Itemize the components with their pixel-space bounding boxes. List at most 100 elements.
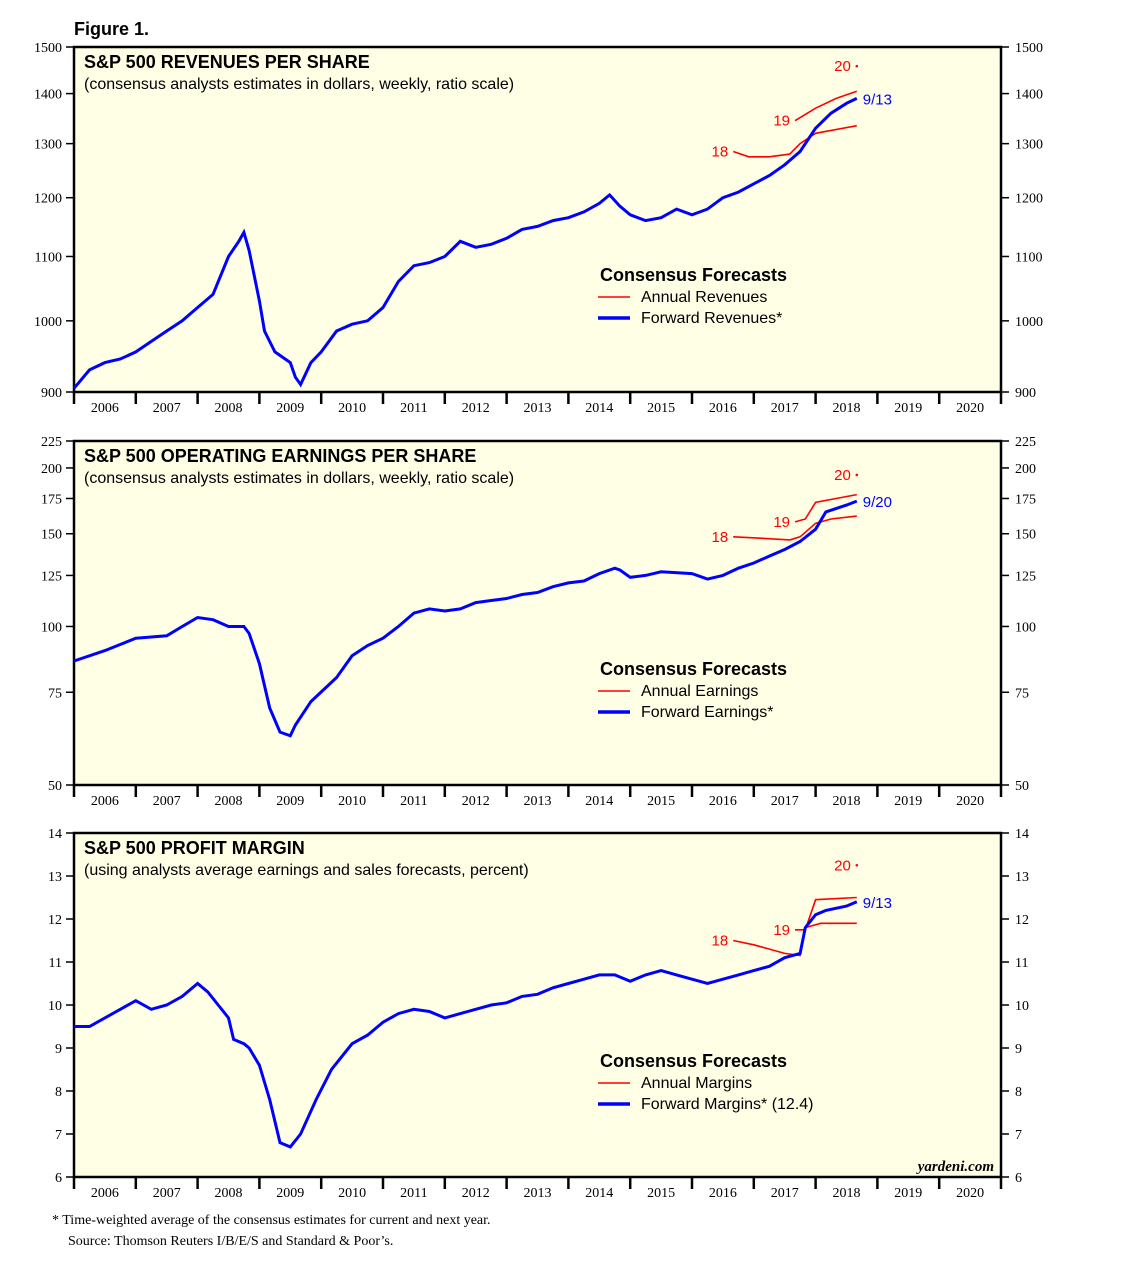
y-tick-label-right: 10 <box>1015 999 1029 1014</box>
y-tick-label-left: 200 <box>41 462 62 477</box>
y-tick-label-right: 1500 <box>1015 41 1043 56</box>
x-tick-label: 2016 <box>709 401 737 416</box>
y-tick-label-right: 1300 <box>1015 138 1043 153</box>
panel-title: S&P 500 REVENUES PER SHARE <box>84 52 370 72</box>
y-tick-label-right: 6 <box>1015 1171 1022 1186</box>
x-tick-label: 2016 <box>709 794 737 809</box>
panel-3: 6 6 7 7 8 8 9 9 10 10 11 11 12 12 13 13 14 14 2006 2007 2008… <box>48 827 1029 1201</box>
y-tick-label-right: 11 <box>1015 956 1028 971</box>
y-tick-label-left: 10 <box>48 999 62 1014</box>
x-tick-label: 2015 <box>647 794 675 809</box>
x-tick-label: 2019 <box>894 401 922 416</box>
annual-series-18 <box>733 922 857 957</box>
x-tick-label: 2012 <box>462 794 490 809</box>
x-tick-label: 2015 <box>647 401 675 416</box>
y-tick-label-left: 11 <box>49 956 62 971</box>
x-tick-label: 2013 <box>524 401 552 416</box>
x-tick-label: 2018 <box>833 1186 861 1201</box>
y-tick-label-right: 9 <box>1015 1042 1022 1057</box>
x-tick-label: 2008 <box>215 401 243 416</box>
panel-2: 50 50 75 75 100 100 125 125 150 150 175 175 200 200 22… <box>41 435 1036 809</box>
y-tick-label-left: 12 <box>48 913 62 928</box>
y-tick-label-left: 6 <box>55 1171 62 1186</box>
annual-label: 19 <box>773 922 790 939</box>
y-tick-label-right: 12 <box>1015 913 1029 928</box>
plot-area <box>72 831 1003 1179</box>
x-tick-label: 2012 <box>462 1186 490 1201</box>
legend-title: Consensus Forecasts <box>600 265 787 285</box>
annual-point-20 <box>855 863 859 867</box>
x-tick-label: 2012 <box>462 401 490 416</box>
forward-series <box>73 499 858 738</box>
x-tick-label: 2016 <box>709 1186 737 1201</box>
y-tick-label-right: 14 <box>1015 827 1029 842</box>
x-tick-label: 2013 <box>524 794 552 809</box>
annual-series-19 <box>794 493 857 523</box>
annual-series-19 <box>794 90 858 122</box>
annual-point-20 <box>855 64 859 68</box>
x-tick-label: 2008 <box>215 794 243 809</box>
x-tick-label: 2009 <box>276 1186 304 1201</box>
panel-subtitle: (consensus analysts estimates in dollars… <box>84 76 514 93</box>
x-tick-label: 2010 <box>338 1186 366 1201</box>
y-tick-label-right: 75 <box>1015 686 1029 701</box>
y-tick-label-right: 1400 <box>1015 88 1043 103</box>
x-tick-label: 2014 <box>585 401 613 416</box>
x-tick-label: 2007 <box>153 794 181 809</box>
y-tick-label-left: 225 <box>41 435 62 450</box>
x-tick-label: 2010 <box>338 401 366 416</box>
y-tick-label-right: 1000 <box>1015 315 1043 330</box>
y-tick-label-right: 7 <box>1015 1128 1022 1143</box>
x-tick-label: 2007 <box>153 1186 181 1201</box>
y-tick-label-left: 75 <box>48 686 62 701</box>
y-tick-label-left: 900 <box>41 386 62 401</box>
panel-1: 900 900 1000 1000 1100 1100 1200 1200 1300 1300 14… <box>34 41 1043 416</box>
panel-title: S&P 500 PROFIT MARGIN <box>84 838 305 858</box>
forward-label: 9/13 <box>863 895 892 912</box>
legend-item-forward: Forward Revenues* <box>641 310 782 327</box>
y-tick-label-right: 8 <box>1015 1085 1022 1100</box>
y-tick-label-left: 9 <box>55 1042 62 1057</box>
annual-label: 20 <box>834 467 851 484</box>
panel-title: S&P 500 OPERATING EARNINGS PER SHARE <box>84 446 476 466</box>
legend-item-annual: Annual Earnings <box>641 683 758 700</box>
annual-series-19 <box>795 896 857 931</box>
figure-title: Figure 1. <box>74 19 149 39</box>
annual-label: 19 <box>773 514 790 531</box>
forward-label: 9/20 <box>863 494 892 511</box>
y-tick-label-left: 1000 <box>34 315 62 330</box>
x-tick-label: 2015 <box>647 1186 675 1201</box>
y-tick-label-right: 1200 <box>1015 192 1043 207</box>
x-tick-label: 2009 <box>276 794 304 809</box>
y-tick-label-right: 200 <box>1015 462 1036 477</box>
footnote: * Time-weighted average of the consensus… <box>52 1213 491 1228</box>
x-tick-label: 2020 <box>956 401 984 416</box>
annual-label: 18 <box>712 529 729 546</box>
x-tick-label: 2007 <box>153 401 181 416</box>
x-tick-label: 2009 <box>276 401 304 416</box>
y-tick-label-left: 14 <box>48 827 62 842</box>
forward-series <box>74 900 858 1149</box>
y-tick-label-right: 50 <box>1015 779 1029 794</box>
x-tick-label: 2014 <box>585 794 613 809</box>
y-tick-label-right: 1100 <box>1015 250 1042 265</box>
annual-label: 18 <box>712 143 729 160</box>
legend-title: Consensus Forecasts <box>600 659 787 679</box>
annual-series-18 <box>732 124 857 158</box>
panel-subtitle: (consensus analysts estimates in dollars… <box>84 470 514 487</box>
x-tick-label: 2010 <box>338 794 366 809</box>
y-tick-label-right: 225 <box>1015 435 1036 450</box>
source-note: Source: Thomson Reuters I/B/E/S and Stan… <box>68 1234 393 1249</box>
y-tick-label-left: 50 <box>48 779 62 794</box>
y-tick-label-right: 175 <box>1015 492 1036 507</box>
y-tick-label-right: 150 <box>1015 528 1036 543</box>
annual-label: 20 <box>834 857 851 874</box>
y-tick-label-left: 13 <box>48 870 62 885</box>
y-tick-label-left: 1400 <box>34 88 62 103</box>
legend-item-forward: Forward Earnings* <box>641 704 774 721</box>
x-tick-label: 2006 <box>91 1186 119 1201</box>
x-tick-label: 2013 <box>524 1186 552 1201</box>
annual-point-20 <box>855 473 859 477</box>
